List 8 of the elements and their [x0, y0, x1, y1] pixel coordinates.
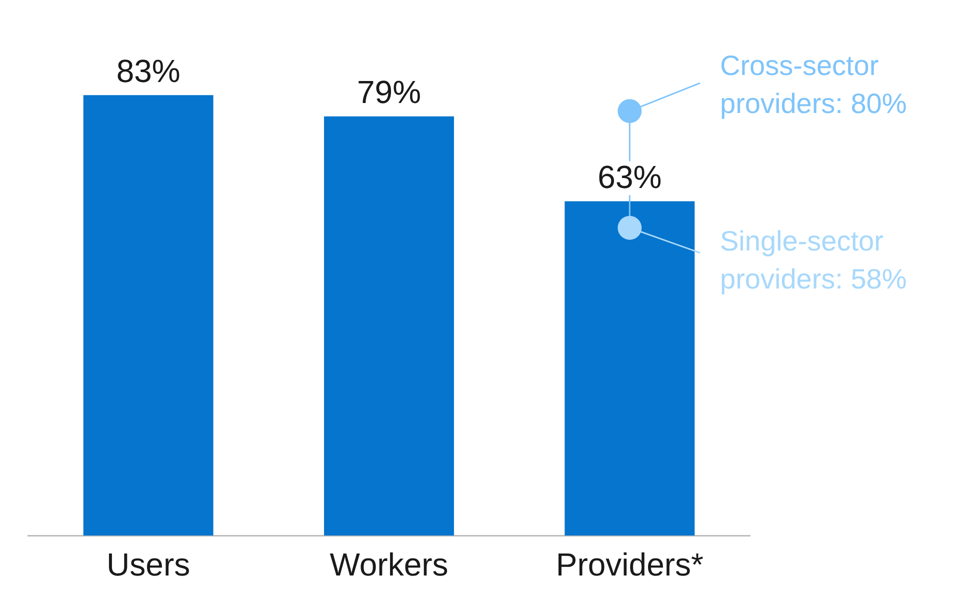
data-label: 63% [598, 159, 662, 196]
x-tick-label: Providers* [556, 546, 704, 583]
x-tick-label: Users [106, 546, 190, 583]
annotation: Cross-sector providers: 80% [720, 50, 907, 119]
x-tick-label: Workers [330, 546, 448, 583]
data-label: 79% [356, 74, 422, 110]
annotation: Single-sector providers: 58% [720, 226, 907, 295]
data-label: 83% [116, 52, 180, 89]
